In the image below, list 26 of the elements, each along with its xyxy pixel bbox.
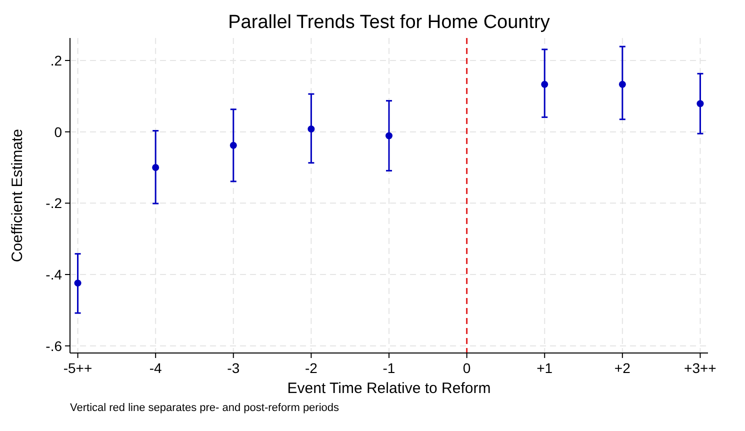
point — [152, 164, 160, 171]
chart-title: Parallel Trends Test for Home Country — [228, 12, 550, 33]
point — [618, 80, 626, 88]
y-tick-label: -.4 — [46, 266, 62, 283]
y-tick-label: 0 — [54, 124, 62, 140]
y-tick-label: -.2 — [46, 195, 62, 212]
x-tick-label: -2 — [304, 360, 318, 376]
point — [230, 142, 237, 149]
point — [696, 100, 704, 108]
point — [308, 125, 315, 132]
y-axis-title: Coefficient Estimate — [9, 128, 26, 262]
y-tick-label: .2 — [50, 52, 62, 68]
x-tick-label: 0 — [462, 360, 471, 376]
y-tick-label: -.6 — [46, 338, 62, 354]
point — [541, 80, 548, 88]
x-tick-label: +3++ — [684, 360, 716, 376]
x-tick-label: -3 — [227, 360, 240, 376]
x-tick-label: -5++ — [63, 360, 92, 376]
x-tick-label: +1 — [536, 360, 553, 376]
x-tick-label: +2 — [614, 360, 631, 376]
point — [74, 280, 82, 287]
x-tick-label: -4 — [149, 360, 162, 376]
text: Vertical red line separates pre- and post-reform periods — [70, 402, 340, 414]
x-axis-title: Event Time Relative to Reform — [287, 380, 491, 397]
point — [386, 132, 392, 140]
x-tick-label: -1 — [382, 360, 396, 376]
